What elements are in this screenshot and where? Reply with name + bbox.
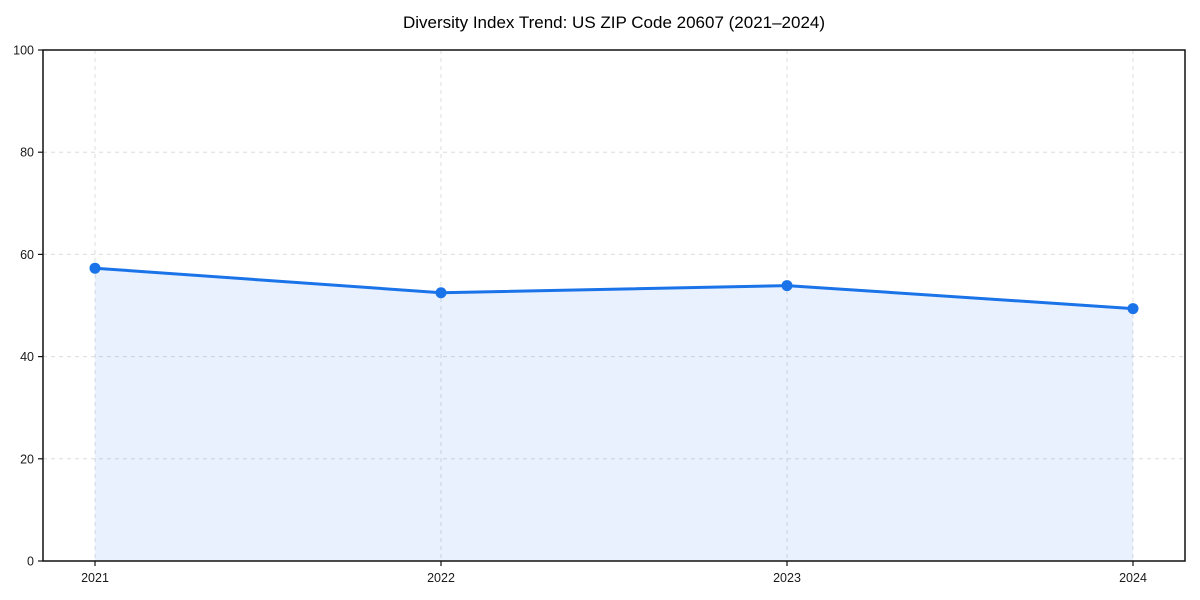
trend-line xyxy=(93,266,1135,311)
x-tick-label-2022: 2022 xyxy=(427,571,455,585)
y-tick-label-20: 20 xyxy=(20,452,34,466)
data-point-2024 xyxy=(1127,303,1139,315)
y-tick-label-0: 0 xyxy=(27,555,34,569)
data-point-2022 xyxy=(435,287,447,299)
x-tick-label-2024: 2024 xyxy=(1119,571,1147,585)
chart-title: Diversity Index Trend: US ZIP Code 20607… xyxy=(402,13,826,32)
y-tick-label-100: 100 xyxy=(13,44,34,58)
y-tick-label-40: 40 xyxy=(20,350,34,364)
data-point-2023 xyxy=(781,280,793,292)
plot-border xyxy=(42,49,1186,562)
y-tick-label-60: 60 xyxy=(20,248,34,262)
x-tick-label-2023: 2023 xyxy=(773,571,801,585)
x-tick-label-2021: 2021 xyxy=(81,571,109,585)
area-fill xyxy=(95,268,1133,561)
data-point-2021 xyxy=(89,262,101,274)
y-tick-label-80: 80 xyxy=(20,146,34,160)
